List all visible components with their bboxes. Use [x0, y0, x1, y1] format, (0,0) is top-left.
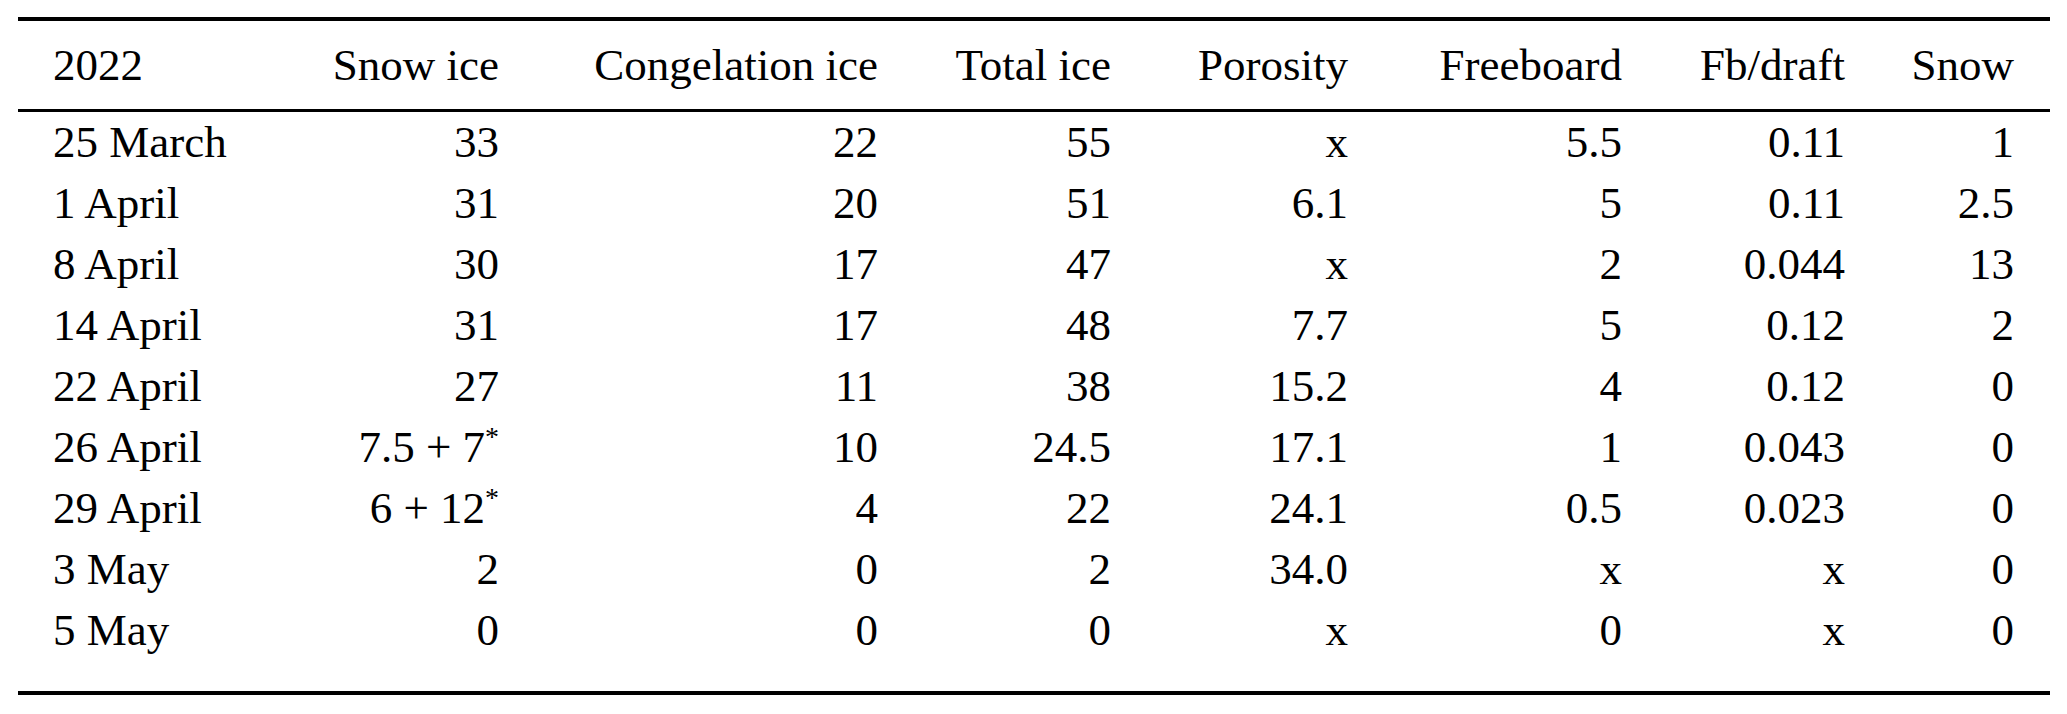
value-cell: 0.12	[1622, 295, 1845, 356]
value-cell: 0	[1845, 417, 2050, 478]
table-row: 25 March 33 22 55 x 5.5 0.11 1	[18, 111, 2050, 174]
value-cell: 2	[878, 539, 1111, 600]
paper-table-page: 2022 Snow ice Congelation ice Total ice …	[0, 0, 2067, 714]
value-cell: 0.5	[1348, 478, 1622, 539]
value-cell: 17	[499, 295, 878, 356]
value-cell: x	[1348, 539, 1622, 600]
value-cell: 2.5	[1845, 173, 2050, 234]
column-header-year: 2022	[18, 19, 268, 111]
value-cell: 51	[878, 173, 1111, 234]
date-cell: 5 May	[18, 600, 268, 693]
value-cell: 31	[268, 173, 499, 234]
column-header-porosity: Porosity	[1111, 19, 1348, 111]
value-cell: 24.1	[1111, 478, 1348, 539]
value-cell: x	[1111, 111, 1348, 174]
value-cell: 13	[1845, 234, 2050, 295]
value-cell: 0	[878, 600, 1111, 693]
value-cell: 0	[1348, 600, 1622, 693]
value-cell: 6 + 12*	[268, 478, 499, 539]
column-header-freeboard: Freeboard	[1348, 19, 1622, 111]
value-cell: 1	[1845, 111, 2050, 174]
value-cell: 0.11	[1622, 111, 1845, 174]
value-cell: 0	[1845, 356, 2050, 417]
value-cell: 10	[499, 417, 878, 478]
value-cell: 2	[1845, 295, 2050, 356]
value-cell: 20	[499, 173, 878, 234]
value-cell: 11	[499, 356, 878, 417]
value-cell: 55	[878, 111, 1111, 174]
value-cell: 5.5	[1348, 111, 1622, 174]
value-cell: 15.2	[1111, 356, 1348, 417]
value-cell: 17.1	[1111, 417, 1348, 478]
value-cell: 5	[1348, 173, 1622, 234]
value-cell: 1	[1348, 417, 1622, 478]
date-cell: 14 April	[18, 295, 268, 356]
value-cell: 2	[1348, 234, 1622, 295]
value-cell: 2	[268, 539, 499, 600]
value-cell: x	[1622, 600, 1845, 693]
value-cell: 0	[1845, 478, 2050, 539]
table-row: 26 April 7.5 + 7* 10 24.5 17.1 1 0.043 0	[18, 417, 2050, 478]
value-cell: 4	[499, 478, 878, 539]
value-cell: 31	[268, 295, 499, 356]
value-cell: 0.12	[1622, 356, 1845, 417]
date-cell: 3 May	[18, 539, 268, 600]
date-cell: 29 April	[18, 478, 268, 539]
value-cell: 34.0	[1111, 539, 1348, 600]
column-header-congelation-ice: Congelation ice	[499, 19, 878, 111]
value-cell: 0	[499, 539, 878, 600]
value-cell: 0	[1845, 539, 2050, 600]
value-cell: 22	[878, 478, 1111, 539]
value-cell: 24.5	[878, 417, 1111, 478]
table-row: 8 April 30 17 47 x 2 0.044 13	[18, 234, 2050, 295]
value-cell: 38	[878, 356, 1111, 417]
column-header-snow-ice: Snow ice	[268, 19, 499, 111]
value-cell: 7.7	[1111, 295, 1348, 356]
table-body: 25 March 33 22 55 x 5.5 0.11 1 1 April 3…	[18, 111, 2050, 694]
header-row: 2022 Snow ice Congelation ice Total ice …	[18, 19, 2050, 111]
value-cell: 22	[499, 111, 878, 174]
value-cell: 7.5 + 7*	[268, 417, 499, 478]
column-header-fb-draft: Fb/draft	[1622, 19, 1845, 111]
value-cell: 48	[878, 295, 1111, 356]
date-cell: 26 April	[18, 417, 268, 478]
value-cell: 0	[1845, 600, 2050, 693]
value-cell: x	[1622, 539, 1845, 600]
value-cell: 6.1	[1111, 173, 1348, 234]
column-header-snow: Snow	[1845, 19, 2050, 111]
value-cell: 4	[1348, 356, 1622, 417]
value-cell: x	[1111, 600, 1348, 693]
ice-measurements-table: 2022 Snow ice Congelation ice Total ice …	[18, 17, 2050, 695]
value-cell: 33	[268, 111, 499, 174]
value-cell: 30	[268, 234, 499, 295]
value-cell: 27	[268, 356, 499, 417]
table-row: 3 May 2 0 2 34.0 x x 0	[18, 539, 2050, 600]
value-cell: 0.043	[1622, 417, 1845, 478]
table-row: 22 April 27 11 38 15.2 4 0.12 0	[18, 356, 2050, 417]
table-header: 2022 Snow ice Congelation ice Total ice …	[18, 19, 2050, 111]
value-cell: 0	[499, 600, 878, 693]
date-cell: 8 April	[18, 234, 268, 295]
table-row: 14 April 31 17 48 7.7 5 0.12 2	[18, 295, 2050, 356]
value-cell: 5	[1348, 295, 1622, 356]
date-cell: 1 April	[18, 173, 268, 234]
column-header-total-ice: Total ice	[878, 19, 1111, 111]
value-cell: 0	[268, 600, 499, 693]
value-cell: x	[1111, 234, 1348, 295]
value-cell: 0.044	[1622, 234, 1845, 295]
value-cell: 17	[499, 234, 878, 295]
date-cell: 22 April	[18, 356, 268, 417]
date-cell: 25 March	[18, 111, 268, 174]
value-cell: 0.11	[1622, 173, 1845, 234]
table-row: 29 April 6 + 12* 4 22 24.1 0.5 0.023 0	[18, 478, 2050, 539]
table-row: 1 April 31 20 51 6.1 5 0.11 2.5	[18, 173, 2050, 234]
table-row: 5 May 0 0 0 x 0 x 0	[18, 600, 2050, 693]
value-cell: 47	[878, 234, 1111, 295]
value-cell: 0.023	[1622, 478, 1845, 539]
